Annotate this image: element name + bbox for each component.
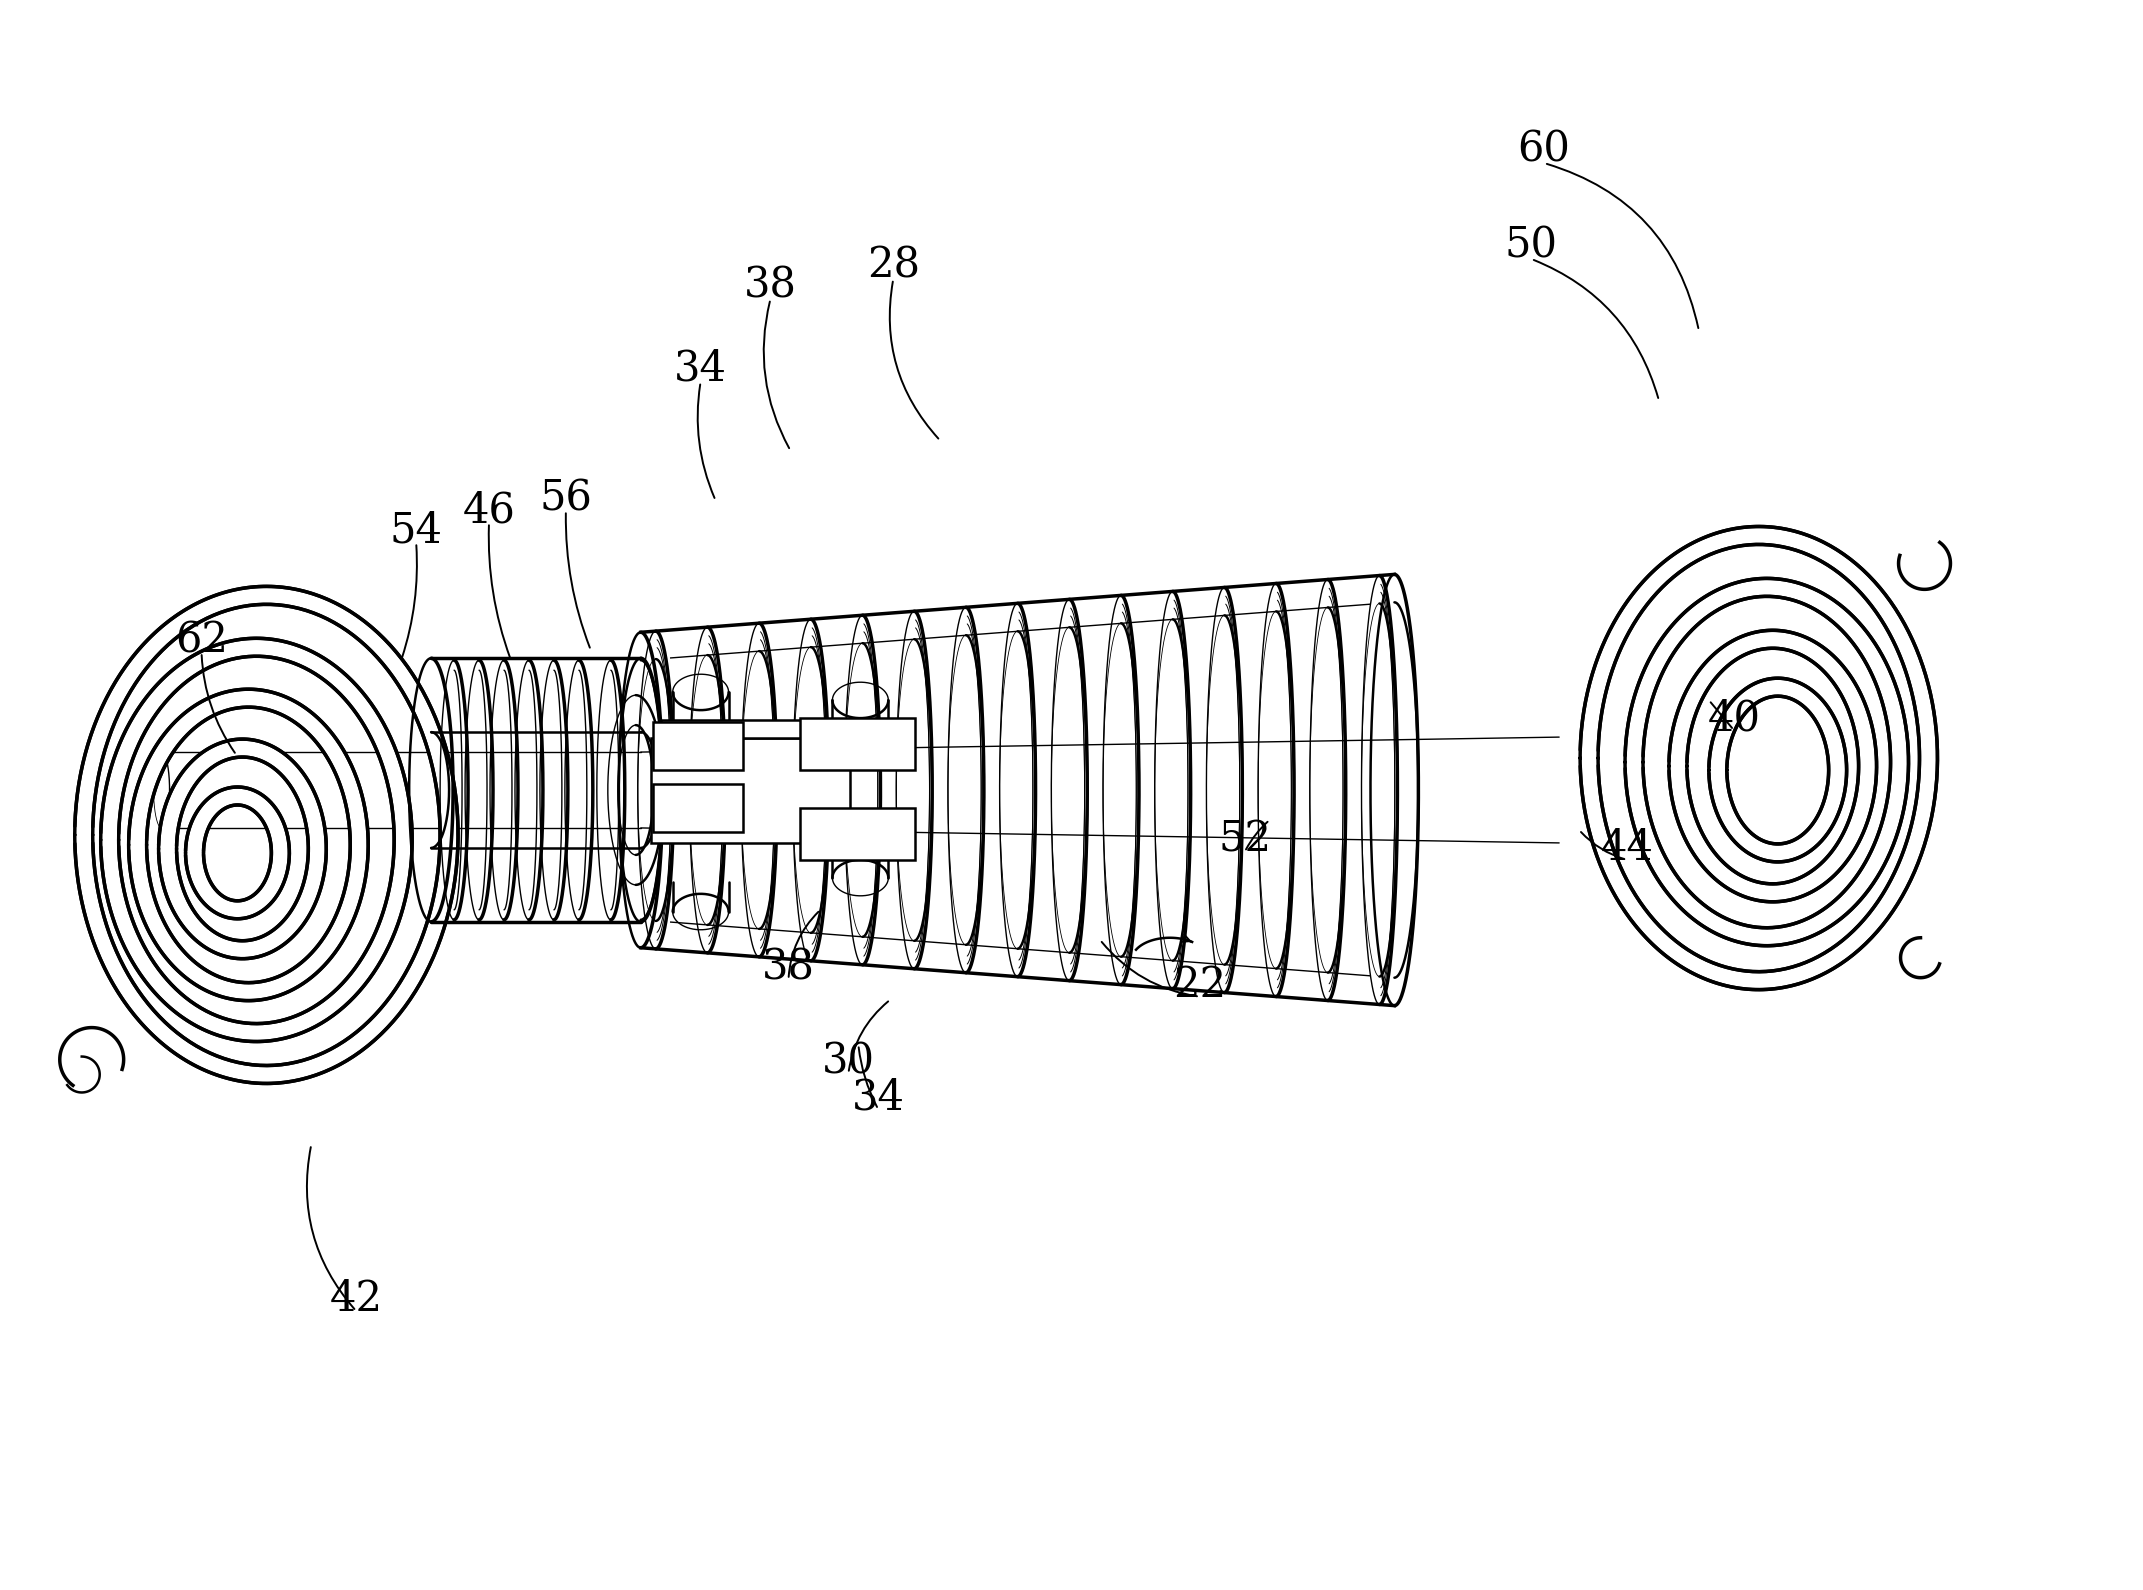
Text: 34: 34 xyxy=(675,348,726,390)
FancyBboxPatch shape xyxy=(654,784,744,832)
Text: 50: 50 xyxy=(1504,224,1558,267)
Text: 30: 30 xyxy=(823,1040,874,1083)
FancyBboxPatch shape xyxy=(651,738,851,843)
Polygon shape xyxy=(1669,630,1877,902)
FancyBboxPatch shape xyxy=(801,808,915,860)
Polygon shape xyxy=(101,638,411,1041)
FancyBboxPatch shape xyxy=(654,722,744,770)
Polygon shape xyxy=(75,587,459,1083)
Text: 38: 38 xyxy=(744,266,797,307)
Polygon shape xyxy=(186,787,289,919)
Text: 54: 54 xyxy=(390,509,444,552)
FancyBboxPatch shape xyxy=(660,720,840,738)
Text: 46: 46 xyxy=(463,490,516,531)
Text: 42: 42 xyxy=(330,1278,384,1320)
Polygon shape xyxy=(1624,579,1909,946)
Text: 34: 34 xyxy=(851,1076,904,1118)
Text: 38: 38 xyxy=(763,946,814,989)
Text: 40: 40 xyxy=(1708,696,1759,739)
Polygon shape xyxy=(1708,679,1847,862)
Text: 56: 56 xyxy=(540,477,591,520)
Polygon shape xyxy=(159,739,326,959)
Polygon shape xyxy=(129,688,369,1000)
Polygon shape xyxy=(1579,526,1937,989)
FancyBboxPatch shape xyxy=(801,719,915,770)
Text: 60: 60 xyxy=(1517,129,1571,170)
Text: 22: 22 xyxy=(1172,964,1226,1005)
Text: 52: 52 xyxy=(1217,819,1271,860)
Text: 28: 28 xyxy=(866,245,919,286)
Text: 62: 62 xyxy=(176,619,227,661)
Text: 44: 44 xyxy=(1601,827,1654,868)
